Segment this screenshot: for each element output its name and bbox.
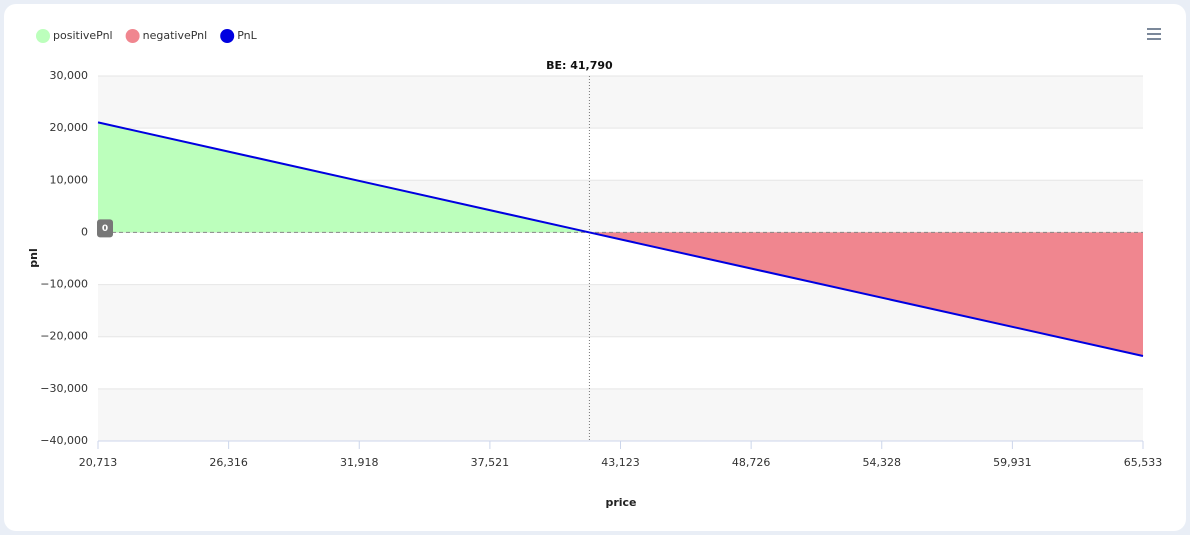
x-tick-label: 26,316 bbox=[209, 456, 248, 469]
y-tick-label: −20,000 bbox=[40, 330, 88, 343]
x-tick-label: 65,533 bbox=[1124, 456, 1163, 469]
x-tick-label: 37,521 bbox=[471, 456, 510, 469]
plot-band bbox=[98, 388, 1143, 441]
zero-badge bbox=[97, 219, 113, 238]
y-tick-label: 30,000 bbox=[50, 69, 89, 82]
legend-item[interactable]: positivePnl bbox=[36, 29, 113, 43]
y-tick-label: −30,000 bbox=[40, 382, 88, 395]
legend-item[interactable]: PnL bbox=[220, 29, 258, 43]
y-tick-label: −40,000 bbox=[40, 434, 88, 447]
x-tick-label: 31,918 bbox=[340, 456, 379, 469]
plot-band bbox=[98, 76, 1143, 129]
y-axis-title: pnl bbox=[27, 248, 40, 267]
legend-swatch bbox=[220, 29, 235, 43]
y-tick-label: 20,000 bbox=[50, 121, 89, 134]
pnl-line bbox=[97, 121, 1144, 357]
x-tick-label: 48,726 bbox=[732, 456, 771, 469]
x-axis-title: price bbox=[605, 496, 636, 509]
legend-label: positivePnl bbox=[53, 29, 113, 42]
x-tick-label: 43,123 bbox=[601, 456, 640, 469]
x-tick-label: 54,328 bbox=[863, 456, 902, 469]
zero-badge-label: 0 bbox=[102, 224, 108, 234]
x-tick-label: 20,713 bbox=[79, 456, 118, 469]
legend-swatch bbox=[36, 29, 50, 43]
legend-label: negativePnl bbox=[143, 29, 208, 42]
legend-swatch bbox=[125, 29, 140, 43]
y-tick-label: 0 bbox=[81, 225, 88, 238]
y-tick-label: −10,000 bbox=[40, 278, 88, 291]
legend-item[interactable]: negativePnl bbox=[125, 29, 208, 43]
menu-icon[interactable] bbox=[1147, 28, 1161, 40]
y-tick-label: 10,000 bbox=[50, 173, 89, 186]
x-tick-label: 59,931 bbox=[993, 456, 1032, 469]
legend-label: PnL bbox=[237, 29, 257, 42]
break-even-label: BE: 41,790 bbox=[546, 59, 613, 72]
